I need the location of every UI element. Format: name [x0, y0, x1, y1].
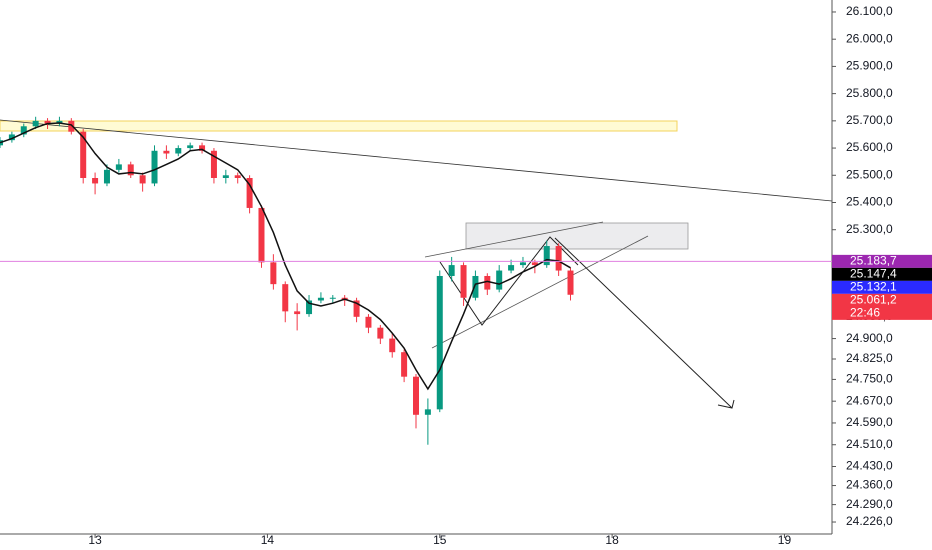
price-label: 25.147,4	[850, 267, 897, 281]
candle-body	[543, 246, 550, 266]
y-tick-label: 24.226,0	[846, 514, 893, 528]
y-tick-label: 25.700,0	[846, 113, 893, 127]
y-tick-label: 25.500,0	[846, 167, 893, 181]
candle-body	[32, 120, 39, 127]
candle-body	[80, 131, 87, 178]
candle-body	[555, 246, 562, 271]
candle-body	[210, 150, 217, 178]
candle-body	[353, 300, 360, 317]
candle-body	[222, 175, 229, 178]
candle-body	[139, 175, 146, 184]
candle-body	[424, 409, 431, 415]
wedge-lower	[431, 235, 649, 349]
candle-body	[460, 265, 467, 298]
candle-body	[294, 311, 301, 315]
candle-body	[389, 338, 396, 353]
candle-body	[365, 316, 372, 328]
wedge-upper	[424, 221, 604, 258]
candle-body	[306, 300, 313, 315]
y-tick-label: 25.300,0	[846, 222, 893, 236]
price-label: 25.132,1	[850, 280, 897, 294]
x-tick-label: 14	[261, 533, 275, 547]
price-label-box	[832, 267, 932, 281]
candle-body	[282, 284, 289, 312]
candle-body	[270, 262, 277, 285]
y-tick-label: 24.590,0	[846, 415, 893, 429]
candle-body	[329, 297, 336, 299]
candle-body	[496, 270, 503, 290]
price-sublabel: 22:46	[850, 306, 880, 320]
supply-zone	[0, 120, 678, 132]
candle-body	[151, 150, 158, 184]
price-label-box	[832, 293, 932, 320]
y-tick-label: 24.670,0	[846, 393, 893, 407]
candle-body	[199, 145, 206, 151]
candle-body	[246, 178, 253, 208]
candle-body	[484, 275, 491, 290]
candle-body	[103, 169, 110, 184]
candle-body	[567, 270, 574, 295]
candle-body	[56, 120, 63, 124]
y-tick-label: 25.600,0	[846, 140, 893, 154]
candle-body	[187, 145, 194, 149]
y-tick-label: 26.100,0	[846, 4, 893, 18]
x-tick-label: 18	[605, 533, 619, 547]
candle-body	[163, 150, 170, 154]
candle-body	[234, 175, 241, 178]
candle-body	[436, 275, 443, 410]
y-tick-label: 24.825,0	[846, 351, 893, 365]
candle-body	[68, 120, 75, 132]
y-tick-label: 26.000,0	[846, 31, 893, 45]
candle-body	[508, 265, 515, 271]
trend-line	[0, 119, 833, 202]
candle-body	[413, 376, 419, 415]
y-tick-label: 24.510,0	[846, 437, 893, 451]
projection-arrow	[554, 237, 733, 409]
candle-body	[448, 265, 455, 276]
candle-body	[258, 207, 265, 263]
candle-body	[127, 164, 134, 176]
candle-body	[8, 134, 15, 141]
y-tick-label: 24.360,0	[846, 478, 893, 492]
y-tick-label: 24.750,0	[846, 372, 893, 386]
candle-body	[531, 262, 538, 266]
y-tick-label: 24.900,0	[846, 331, 893, 345]
y-tick-label: 24.290,0	[846, 497, 893, 511]
candle-body	[115, 164, 122, 170]
x-tick-label: 19	[778, 533, 792, 547]
marks	[0, 116, 574, 445]
price-label: 25.183,7	[850, 254, 897, 268]
candle-body	[401, 352, 408, 377]
price-label-box	[832, 254, 932, 268]
y-tick-label: 24.430,0	[846, 459, 893, 473]
y-tick-label: 25.800,0	[846, 86, 893, 100]
candle-body	[377, 327, 384, 339]
candle-body	[92, 178, 99, 184]
candle-body	[472, 275, 479, 298]
price-label: 25.061,2	[850, 293, 897, 307]
x-tick-label: 13	[88, 533, 102, 547]
arrow-head	[717, 399, 735, 409]
candle-body	[317, 297, 324, 301]
y-tick-label: 25.900,0	[846, 59, 893, 73]
candle-body	[519, 262, 526, 266]
candle-body	[44, 120, 51, 124]
x-tick-label: 15	[433, 533, 447, 547]
y-tick-label: 25.400,0	[846, 195, 893, 209]
price-label-box	[832, 280, 932, 294]
candle-body	[20, 126, 27, 135]
moving-average	[0, 122, 571, 391]
candle-body	[175, 148, 182, 154]
